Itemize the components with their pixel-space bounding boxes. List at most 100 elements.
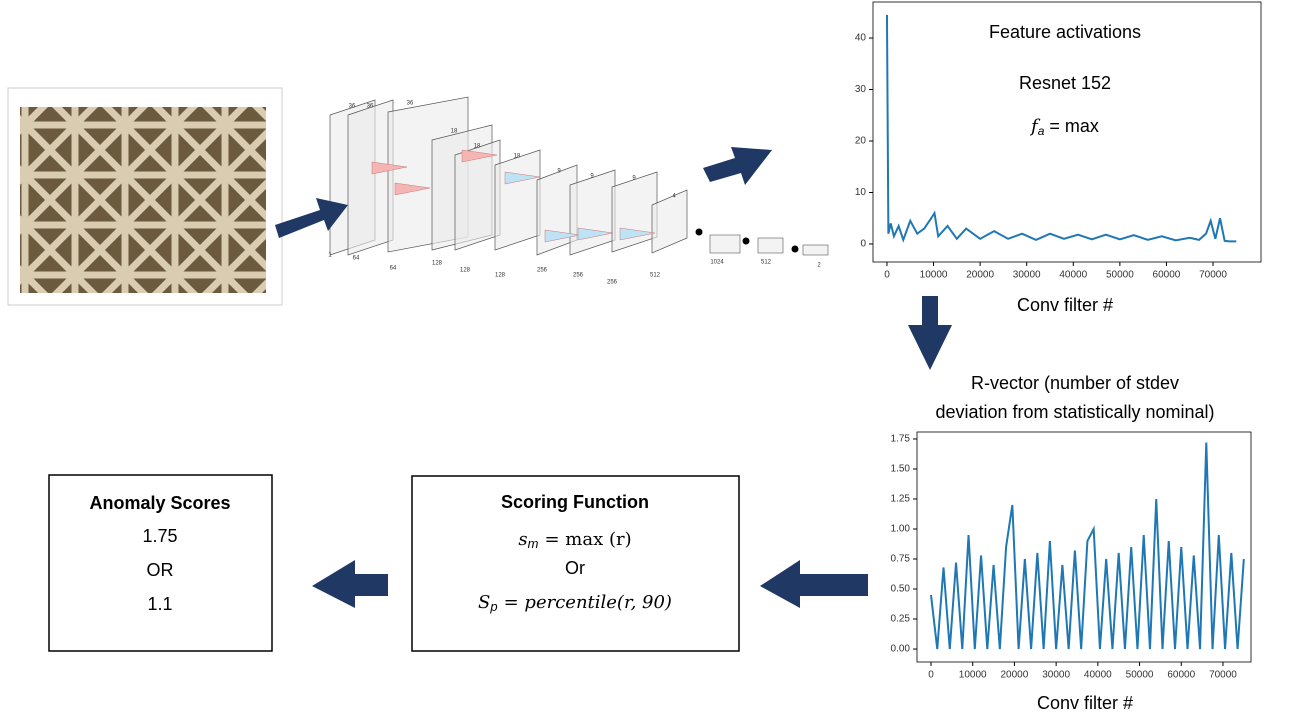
layer-depth: 512: [650, 273, 661, 279]
box-title: Scoring Function: [501, 492, 649, 512]
layer: [494, 149, 541, 251]
y-tick-label: 30: [855, 84, 867, 95]
box: [48, 474, 273, 652]
plot-frame: [872, 1, 1262, 263]
kernel: [619, 227, 656, 241]
arrow: [760, 560, 868, 608]
kernel: [394, 182, 431, 196]
x-tick-label: 50000: [1106, 270, 1134, 281]
x-tick-label: 0: [928, 670, 934, 681]
y-tick-label: 0: [860, 239, 866, 250]
box-title: Anomaly Scores: [89, 493, 230, 513]
layer-side: 18: [514, 154, 521, 160]
x-tick-label: 0: [884, 270, 890, 281]
connector: OR: [147, 560, 174, 580]
annotation: fa = max: [1029, 116, 1099, 138]
x-tick-label: 10000: [920, 270, 948, 281]
arrow: [275, 198, 348, 238]
layer-side: 36: [367, 104, 374, 110]
layer: [611, 171, 658, 253]
x-tick-label: 40000: [1084, 670, 1112, 681]
arrow: [312, 560, 388, 608]
y-tick-label: 1.50: [891, 464, 911, 475]
formula: sm = max (r): [518, 529, 631, 551]
layer-side: 9: [590, 174, 594, 180]
chart-1-labels: Feature activations Resnet 152 fa = max C…: [989, 22, 1141, 315]
x-tick-label: 50000: [1126, 670, 1154, 681]
dense-block: [757, 237, 784, 254]
connector: Or: [565, 558, 585, 578]
chart-title: deviation from statistically nominal): [935, 402, 1214, 422]
node: [742, 237, 750, 245]
input-image: [7, 87, 283, 306]
y-tick-label: 10: [855, 187, 867, 198]
y-tick-label: 1.25: [891, 494, 911, 505]
layer-depth: 2: [817, 263, 821, 269]
expression: = max (r): [544, 529, 631, 550]
lattice-photo: [20, 107, 266, 293]
score: 1.1: [147, 594, 172, 614]
data-line: [885, 14, 1237, 243]
layer-depth: 64: [353, 256, 360, 262]
layer: [569, 169, 616, 256]
layer-depth: 128: [460, 268, 471, 274]
y-tick-label: 0.50: [891, 584, 911, 595]
x-axis-label: Conv filter #: [1017, 295, 1113, 315]
kernel: [371, 161, 408, 175]
dense-block: [709, 234, 741, 254]
layer-side: 36: [407, 101, 414, 107]
scoring-box: Scoring Function sm = max (r) Or Sp = perc…: [411, 475, 740, 652]
subscript: a: [1038, 124, 1045, 138]
x-axis-label: Conv filter #: [1037, 693, 1133, 713]
x-tick-label: 70000: [1209, 670, 1237, 681]
node: [695, 228, 703, 236]
chart-title: R-vector (number of stdev: [971, 373, 1179, 393]
layer: [347, 99, 394, 256]
expression: = percentile(r, 90): [504, 592, 672, 613]
x-tick-label: 40000: [1059, 270, 1087, 281]
expression: = max: [1049, 116, 1099, 136]
y-tick-label: 1.00: [891, 524, 911, 535]
formula: Sp = percentile(r, 90): [478, 592, 672, 614]
x-tick-label: 10000: [959, 670, 987, 681]
layer-depth: 256: [607, 280, 618, 286]
y-tick-label: 1.75: [891, 434, 911, 445]
symbol: S: [478, 592, 490, 613]
layer-side: 18: [474, 144, 481, 150]
plot-frame: [916, 431, 1252, 663]
chart-title: Feature activations: [989, 22, 1141, 42]
x-tick-label: 70000: [1199, 270, 1227, 281]
node: [791, 245, 799, 253]
y-tick-label: 20: [855, 136, 867, 147]
kernel: [544, 229, 581, 243]
x-tick-label: 60000: [1167, 670, 1195, 681]
layer-depth: 512: [761, 260, 772, 266]
data-line: [930, 442, 1245, 650]
layer-side: 4: [672, 194, 676, 200]
layer: [651, 189, 688, 254]
y-tick-label: 0.75: [891, 554, 911, 565]
symbol: s: [518, 529, 527, 550]
kernel: [504, 171, 541, 185]
arrow: [908, 296, 952, 370]
x-tick-label: 30000: [1013, 270, 1041, 281]
x-tick-label: 20000: [1001, 670, 1029, 681]
arrow: [703, 147, 772, 185]
box: [411, 475, 740, 652]
layer-side: 36: [349, 104, 356, 110]
x-tick-label: 30000: [1042, 670, 1070, 681]
kernel: [577, 227, 614, 241]
chart-2-labels: R-vector (number of stdev deviation from…: [935, 373, 1214, 713]
network-diagram: 1 64 64 128 128 128 256 256 256 512 1024 512 2 36 36 36…: [328, 96, 829, 286]
x-tick-label: 20000: [966, 270, 994, 281]
y-tick-label: 0.00: [891, 644, 911, 655]
subscript: m: [528, 536, 539, 551]
layer-depth: 1: [328, 253, 332, 259]
layer-depth: 256: [573, 273, 584, 279]
layer-side: 9: [632, 176, 636, 182]
layer-depth: 256: [537, 268, 548, 274]
layer-depth: 128: [495, 273, 506, 279]
x-tick-label: 60000: [1153, 270, 1181, 281]
score: 1.75: [142, 526, 177, 546]
